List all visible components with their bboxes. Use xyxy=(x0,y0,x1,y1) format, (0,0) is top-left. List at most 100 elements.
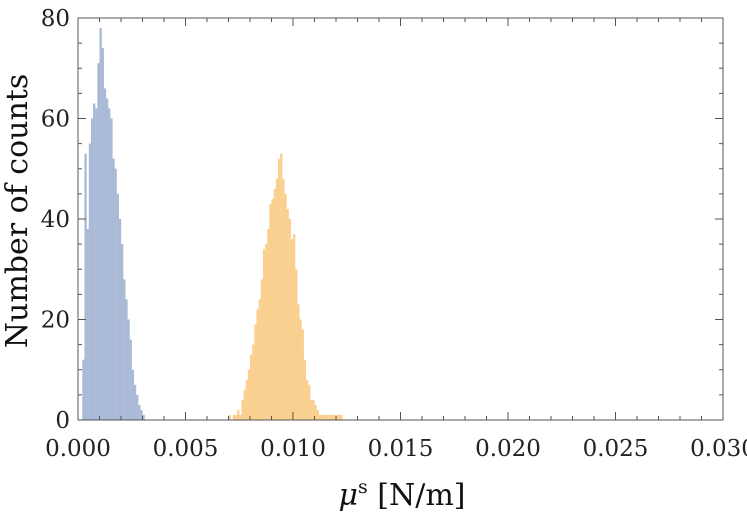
histogram-bar-series-1 xyxy=(105,98,109,421)
x-tick-label: 0.005 xyxy=(153,436,219,462)
histogram-bar-series-2 xyxy=(269,203,272,420)
y-tick-label: 60 xyxy=(41,107,70,133)
histogram-bar-series-2 xyxy=(333,414,337,420)
histogram-bar-series-2 xyxy=(320,414,324,420)
histogram-bar-series-2 xyxy=(277,158,281,420)
histogram-bar-series-2 xyxy=(265,244,268,421)
histogram-bar-series-2 xyxy=(260,279,264,420)
histogram-bar-series-2 xyxy=(275,178,279,420)
histogram-bar-series-2 xyxy=(323,414,326,420)
tick-labels: 0.000 0.005 0.010 0.015 0.020 0.025 0.030 0 20 40… xyxy=(41,6,747,462)
histogram-bar-series-2 xyxy=(338,414,341,420)
histogram-bar-series-1 xyxy=(136,394,139,421)
histogram-bar-series-2 xyxy=(308,384,311,420)
histogram-bar-series-2 xyxy=(336,414,339,420)
histogram-bar-series-2 xyxy=(247,369,251,420)
histogram-bar-series-2 xyxy=(305,379,309,420)
histogram-bar-series-1 xyxy=(138,404,141,420)
histogram-bar-series-1 xyxy=(114,168,117,420)
histogram-bar-series-2 xyxy=(250,354,253,420)
y-tick-label: 0 xyxy=(55,408,70,434)
histogram-bar-series-2 xyxy=(297,304,300,420)
histogram-bar-series-2 xyxy=(243,389,246,420)
histogram-bar-series-1 xyxy=(82,359,85,420)
histogram-bar-series-2 xyxy=(232,414,236,420)
axis-ticks xyxy=(77,17,724,421)
histogram-bar-series-2 xyxy=(290,239,294,420)
histogram-bar-series-1 xyxy=(116,193,119,421)
histogram-bar-series-2 xyxy=(280,153,283,420)
histogram-bar-series-2 xyxy=(239,414,242,420)
histogram-bar-series-2 xyxy=(254,324,257,420)
histogram-bars xyxy=(82,28,343,421)
histogram-bar-series-2 xyxy=(293,234,296,420)
histogram-bar-series-1 xyxy=(125,299,128,420)
histogram-bar-series-2 xyxy=(318,414,322,420)
histogram-bar-series-2 xyxy=(234,414,238,420)
histogram-bar-series-1 xyxy=(127,319,130,420)
histogram-bar-series-1 xyxy=(112,158,115,420)
y-tick-label: 80 xyxy=(41,6,70,32)
histogram-bar-series-2 xyxy=(245,379,248,420)
histogram-bar-series-1 xyxy=(86,229,89,420)
histogram-bar-series-2 xyxy=(327,414,330,420)
y-tick-label: 20 xyxy=(41,308,70,334)
histogram-bar-series-2 xyxy=(312,399,315,420)
histogram-bar-series-2 xyxy=(286,208,289,420)
histogram-bar-series-2 xyxy=(310,399,313,420)
x-tick-label: 0.015 xyxy=(368,436,434,462)
histogram-bar-series-1 xyxy=(142,414,145,420)
x-tick-label: 0.020 xyxy=(475,436,541,462)
x-tick-label: 0.030 xyxy=(690,436,747,462)
histogram-bar-series-1 xyxy=(88,143,92,421)
histogram-bar-series-1 xyxy=(121,244,124,421)
histogram-bar-series-2 xyxy=(256,309,259,420)
histogram-bar-series-1 xyxy=(108,108,111,420)
histogram-bar-series-1 xyxy=(129,339,132,420)
histogram-bar-series-2 xyxy=(314,404,317,420)
histogram-bar-series-1 xyxy=(84,153,87,420)
histogram-bar-series-2 xyxy=(295,269,298,420)
histogram-bar-series-2 xyxy=(241,399,244,420)
histogram-bar-series-1 xyxy=(95,108,98,420)
x-tick-label: 0.010 xyxy=(260,436,326,462)
histogram-bar-series-2 xyxy=(252,344,255,421)
histogram-bar-series-2 xyxy=(325,414,328,420)
x-axis-label: μs [N/m] xyxy=(338,476,465,513)
histogram-bar-series-2 xyxy=(288,219,291,420)
histogram-bar-series-1 xyxy=(99,28,102,421)
histogram-bar-series-1 xyxy=(131,369,135,420)
histogram-bar-series-1 xyxy=(140,409,143,420)
y-axis-label: Number of counts xyxy=(0,74,35,349)
histogram-bar-series-2 xyxy=(228,414,231,420)
histogram-bar-series-2 xyxy=(262,249,266,420)
histogram-bar-series-2 xyxy=(316,409,319,420)
histogram-bar-series-2 xyxy=(299,319,302,420)
histogram-bar-series-1 xyxy=(93,103,96,421)
histogram-bar-series-1 xyxy=(110,118,113,420)
histogram-bar-series-1 xyxy=(123,279,126,420)
histogram-bar-series-2 xyxy=(303,359,307,420)
histogram-bar-series-1 xyxy=(101,48,104,421)
x-tick-label: 0.025 xyxy=(583,436,649,462)
histogram-bar-series-2 xyxy=(329,414,332,420)
histogram-bar-series-1 xyxy=(118,219,122,420)
histogram-bar-series-2 xyxy=(331,414,334,420)
histogram-bar-series-2 xyxy=(271,198,274,420)
histogram-bar-series-2 xyxy=(273,188,276,420)
histogram-bar-series-2 xyxy=(267,229,270,420)
histogram-bar-series-2 xyxy=(258,299,261,420)
histogram-bar-series-2 xyxy=(340,414,343,420)
histogram-bar-series-2 xyxy=(237,409,240,420)
y-tick-label: 40 xyxy=(41,207,70,233)
histogram-bar-series-1 xyxy=(103,88,107,420)
x-tick-label: 0.000 xyxy=(45,436,111,462)
histogram-bar-series-2 xyxy=(282,178,285,420)
histogram-bar-series-2 xyxy=(284,193,287,421)
histogram-bar-series-1 xyxy=(133,384,137,420)
histogram-bar-series-1 xyxy=(90,118,94,420)
histogram-bar-series-2 xyxy=(301,329,304,420)
histogram-bar-series-1 xyxy=(97,63,100,420)
